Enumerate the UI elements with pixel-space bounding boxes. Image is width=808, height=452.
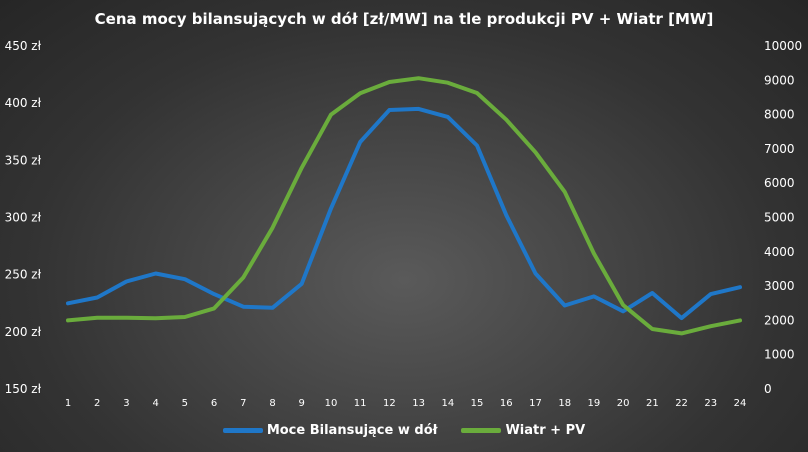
x-tick-label: 20 [617,398,630,409]
legend: Moce Bilansujące w dół Wiatr + PV [0,423,808,438]
y-left-tick-label: 200 zł [5,325,42,339]
y-right-tick-label: 7000 [764,142,795,156]
y-left-tick-label: 450 zł [5,39,42,53]
y-right-tick-label: 10000 [764,39,802,53]
legend-label-balancing: Moce Bilansujące w dół [266,423,438,438]
series-line-wind-pv [66,76,742,336]
x-tick-label: 8 [269,398,275,409]
y-right-tick-label: 6000 [764,176,795,190]
x-tick-label: 16 [500,398,513,409]
y-right-tick-label: 0 [764,382,772,396]
x-tick-label: 18 [558,398,571,409]
x-tick-label: 21 [646,398,659,409]
x-tick-label: 7 [240,398,246,409]
legend-item-wind-pv: Wiatr + PV [461,423,585,438]
y-right-tick-label: 9000 [764,73,795,87]
x-tick-label: 2 [94,398,100,409]
x-tick-label: 4 [152,398,158,409]
x-tick-label: 6 [211,398,217,409]
x-tick-label: 1 [65,398,71,409]
series-line-balancing [66,106,742,321]
x-tick-label: 23 [704,398,717,409]
legend-label-wind-pv: Wiatr + PV [505,423,586,438]
legend-item-balancing: Moce Bilansujące w dół [222,423,438,438]
y-left-tick-label: 400 zł [5,96,42,110]
y-right-tick-label: 4000 [764,245,795,259]
y-right-tick-label: 1000 [764,348,795,362]
y-right-tick-label: 8000 [764,108,795,122]
x-tick-label: 17 [529,398,542,409]
x-tick-label: 9 [299,398,305,409]
y-left-tick-label: 350 zł [5,153,42,167]
x-tick-label: 15 [471,398,484,409]
y-left-tick-label: 250 zł [5,268,42,282]
legend-swatch-balancing [222,428,263,433]
y-right-tick-label: 3000 [764,279,795,293]
y-right-tick-label: 5000 [764,211,795,225]
y-left-tick-label: 300 zł [5,211,42,225]
x-tick-label: 3 [123,398,129,409]
legend-swatch-wind-pv [461,428,502,433]
x-tick-label: 24 [734,398,747,409]
x-tick-label: 5 [182,398,188,409]
x-tick-label: 12 [383,398,396,409]
x-tick-label: 14 [441,398,454,409]
x-tick-label: 22 [675,398,688,409]
x-tick-label: 19 [588,398,601,409]
x-tick-label: 11 [354,398,367,409]
y-right-tick-label: 2000 [764,313,795,327]
x-tick-label: 10 [325,398,338,409]
x-tick-label: 13 [412,398,425,409]
chart-title: Cena mocy bilansujących w dół [zł/MW] na… [94,10,714,28]
y-left-tick-label: 150 zł [5,382,42,396]
